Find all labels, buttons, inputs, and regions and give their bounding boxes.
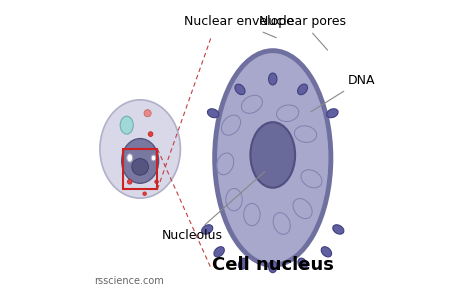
Text: rsscience.com: rsscience.com bbox=[94, 276, 164, 286]
Ellipse shape bbox=[155, 180, 158, 184]
Text: Cell nucleus: Cell nucleus bbox=[212, 256, 334, 274]
Ellipse shape bbox=[144, 110, 151, 117]
Ellipse shape bbox=[238, 258, 247, 269]
Ellipse shape bbox=[214, 247, 224, 257]
Ellipse shape bbox=[215, 51, 331, 265]
Ellipse shape bbox=[151, 155, 156, 161]
Text: Nucleolus: Nucleolus bbox=[162, 172, 264, 243]
Ellipse shape bbox=[120, 116, 133, 134]
Ellipse shape bbox=[327, 109, 338, 118]
Ellipse shape bbox=[321, 247, 332, 257]
Ellipse shape bbox=[128, 179, 132, 184]
Ellipse shape bbox=[333, 225, 344, 234]
Ellipse shape bbox=[148, 132, 153, 136]
Ellipse shape bbox=[298, 84, 308, 95]
Ellipse shape bbox=[269, 73, 277, 85]
Ellipse shape bbox=[298, 258, 307, 269]
Ellipse shape bbox=[100, 100, 181, 198]
Ellipse shape bbox=[143, 192, 146, 195]
Ellipse shape bbox=[201, 225, 213, 234]
Text: Nuclear pores: Nuclear pores bbox=[259, 15, 346, 50]
Ellipse shape bbox=[235, 84, 245, 95]
Ellipse shape bbox=[269, 261, 277, 273]
Ellipse shape bbox=[127, 154, 133, 162]
Ellipse shape bbox=[250, 122, 295, 188]
Circle shape bbox=[132, 159, 148, 175]
Text: Nuclear envelope: Nuclear envelope bbox=[183, 15, 293, 38]
Bar bbox=[123, 149, 157, 189]
Text: DNA: DNA bbox=[311, 74, 375, 112]
Ellipse shape bbox=[208, 109, 219, 118]
Ellipse shape bbox=[122, 139, 159, 183]
